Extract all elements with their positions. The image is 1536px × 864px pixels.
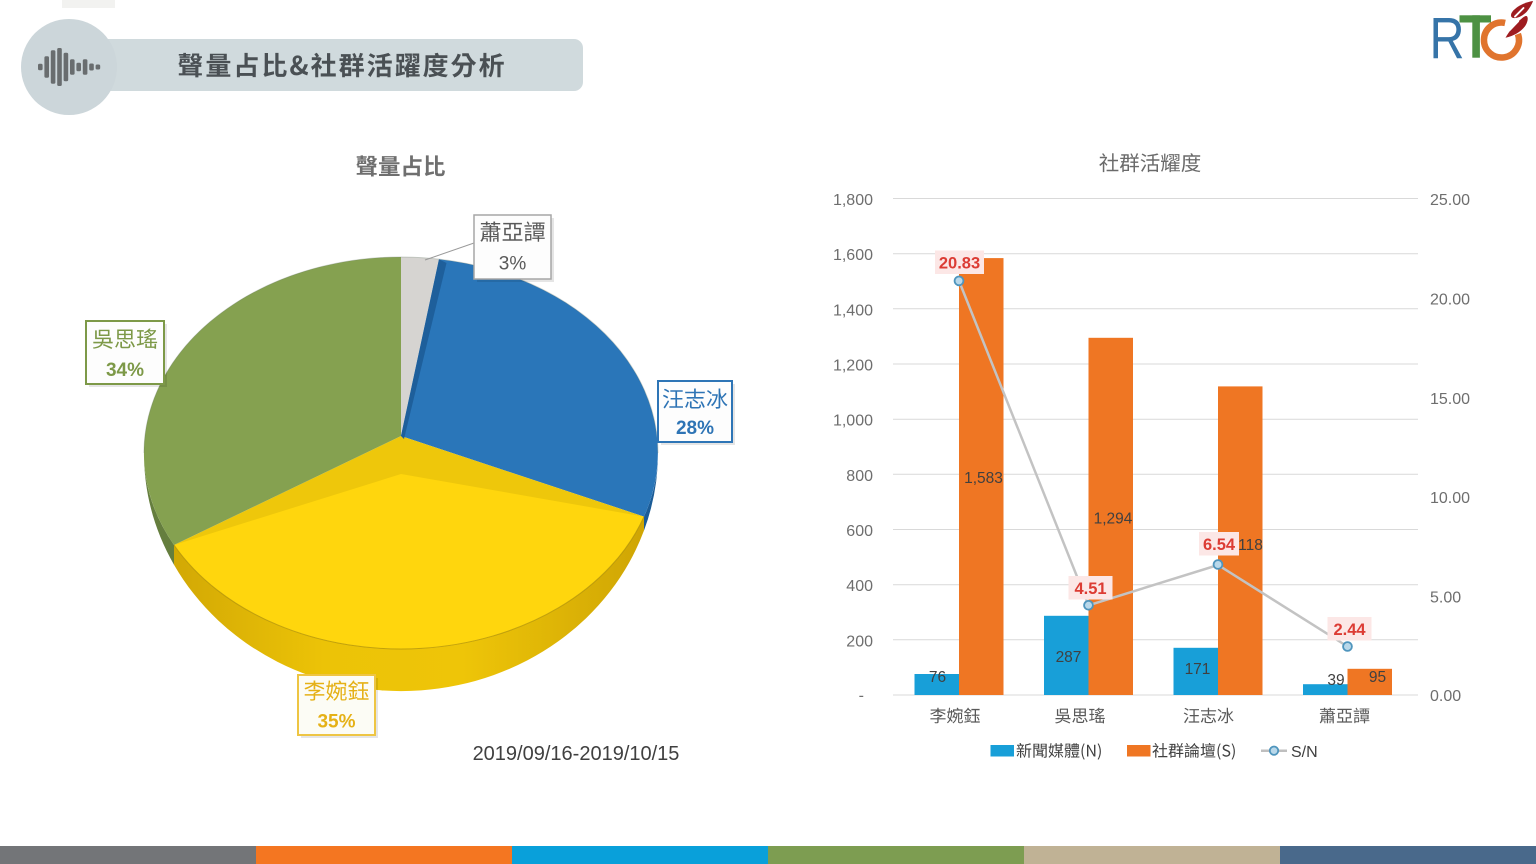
svg-text:35%: 35%: [317, 712, 355, 733]
svg-text:10.00: 10.00: [1430, 490, 1470, 507]
svg-text:2019/09/16-2019/10/15: 2019/09/16-2019/10/15: [473, 743, 680, 765]
svg-text:400: 400: [846, 578, 873, 595]
svg-text:28%: 28%: [676, 418, 714, 439]
svg-text:-: -: [859, 688, 864, 705]
svg-text:76: 76: [929, 669, 946, 686]
svg-text:0.00: 0.00: [1430, 688, 1461, 705]
svg-text:34%: 34%: [106, 360, 144, 381]
svg-text:R: R: [1430, 6, 1465, 71]
svg-text:1,200: 1,200: [833, 358, 873, 375]
svg-text:4.51: 4.51: [1074, 580, 1106, 598]
svg-text:1,294: 1,294: [1094, 511, 1133, 528]
svg-text:25.00: 25.00: [1430, 192, 1470, 209]
svg-text:1,600: 1,600: [833, 247, 873, 264]
svg-text:1,800: 1,800: [833, 192, 873, 209]
svg-text:600: 600: [846, 523, 873, 540]
svg-text:39: 39: [1327, 672, 1344, 689]
svg-text:1,583: 1,583: [964, 470, 1003, 487]
svg-text:20.00: 20.00: [1430, 291, 1470, 308]
svg-text:3%: 3%: [499, 254, 527, 275]
svg-text:1,400: 1,400: [833, 302, 873, 319]
svg-text:200: 200: [846, 633, 873, 650]
svg-text:800: 800: [846, 468, 873, 485]
svg-text:287: 287: [1056, 649, 1082, 666]
svg-text:6.54: 6.54: [1203, 536, 1236, 554]
svg-text:171: 171: [1185, 661, 1211, 678]
svg-text:1,000: 1,000: [833, 413, 873, 430]
svg-text:S/N: S/N: [1291, 744, 1318, 761]
svg-text:95: 95: [1369, 669, 1386, 686]
svg-text:20.83: 20.83: [939, 255, 980, 273]
svg-text:5.00: 5.00: [1430, 590, 1461, 607]
svg-text:2.44: 2.44: [1333, 621, 1366, 639]
svg-text:15.00: 15.00: [1430, 391, 1470, 408]
